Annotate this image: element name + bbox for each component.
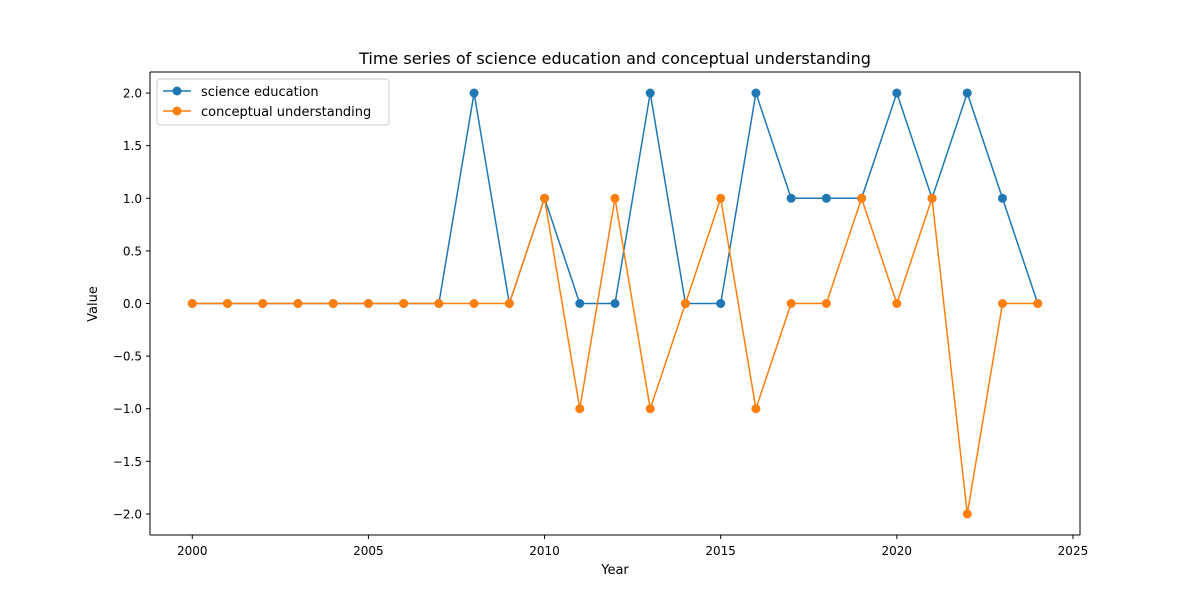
data-point-science-education <box>469 88 479 98</box>
y-tick-label: −1.0 <box>113 402 142 416</box>
data-point-conceptual-understanding <box>399 299 409 308</box>
legend-marker-science-education <box>172 86 182 96</box>
x-tick-label: 2015 <box>705 544 736 558</box>
data-point-conceptual-understanding <box>540 193 550 203</box>
data-point-conceptual-understanding <box>223 299 232 308</box>
data-point-science-education <box>610 299 620 308</box>
data-point-conceptual-understanding <box>962 509 972 519</box>
y-tick-label: 0.5 <box>123 244 142 258</box>
legend-label-science-education: science education <box>201 85 319 100</box>
data-point-science-education <box>716 299 726 308</box>
data-point-conceptual-understanding <box>645 404 655 414</box>
data-point-conceptual-understanding <box>187 299 197 308</box>
series-layer <box>187 88 1043 519</box>
data-point-conceptual-understanding <box>363 299 373 308</box>
x-tick-label: 2025 <box>1058 544 1089 558</box>
data-point-science-education <box>751 88 761 98</box>
x-tick-label: 2005 <box>353 544 384 558</box>
legend-label-conceptual-understanding: conceptual understanding <box>201 105 371 120</box>
legend-box <box>156 78 390 126</box>
data-point-conceptual-understanding <box>680 299 690 308</box>
x-tick-label: 2020 <box>882 544 913 558</box>
data-point-conceptual-understanding <box>293 299 303 308</box>
y-tick-label: −0.5 <box>113 350 142 364</box>
data-point-conceptual-understanding <box>469 299 479 308</box>
x-axis-label: Year <box>600 563 629 578</box>
data-point-conceptual-understanding <box>927 193 937 203</box>
y-tick-label: 2.0 <box>123 87 142 101</box>
x-axis-ticks: 2000 2005 2010 2015 2020 2025 <box>177 535 1088 558</box>
data-point-conceptual-understanding <box>857 193 867 203</box>
data-point-conceptual-understanding <box>716 193 726 203</box>
legend: science education conceptual understandi… <box>156 78 390 126</box>
y-tick-label: −2.0 <box>113 507 142 521</box>
data-point-conceptual-understanding <box>998 299 1007 308</box>
data-point-conceptual-understanding <box>751 404 761 414</box>
data-point-conceptual-understanding <box>892 299 902 308</box>
data-point-conceptual-understanding <box>610 193 620 203</box>
y-tick-label: −1.5 <box>113 455 142 469</box>
y-axis-label: Value <box>86 286 101 322</box>
data-point-science-education <box>998 193 1007 203</box>
data-point-conceptual-understanding <box>434 299 444 308</box>
y-tick-label: 0.0 <box>123 297 142 311</box>
data-point-science-education <box>892 88 902 98</box>
data-point-conceptual-understanding <box>504 299 514 308</box>
data-point-science-education <box>786 193 796 203</box>
data-point-conceptual-understanding <box>328 299 338 308</box>
y-tick-label: 1.0 <box>123 192 142 206</box>
legend-marker-conceptual-understanding <box>172 106 182 116</box>
chart-title: Time series of science education and con… <box>358 49 871 68</box>
data-point-conceptual-understanding <box>1033 299 1043 308</box>
data-point-conceptual-understanding <box>786 299 796 308</box>
data-point-conceptual-understanding <box>821 299 831 308</box>
x-tick-label: 2010 <box>529 544 560 558</box>
data-point-science-education <box>821 193 831 203</box>
data-point-science-education <box>645 88 655 98</box>
data-point-conceptual-understanding <box>258 299 268 308</box>
data-point-science-education <box>575 299 585 308</box>
series-conceptual-understanding <box>187 193 1043 519</box>
data-point-science-education <box>962 88 972 98</box>
y-axis-ticks: −2.0 −1.5 −1.0 −0.5 0.0 0.5 1.0 1.5 2.0 <box>113 87 150 521</box>
x-tick-label: 2000 <box>177 544 208 558</box>
data-point-conceptual-understanding <box>575 404 585 414</box>
y-tick-label: 1.5 <box>123 139 142 153</box>
